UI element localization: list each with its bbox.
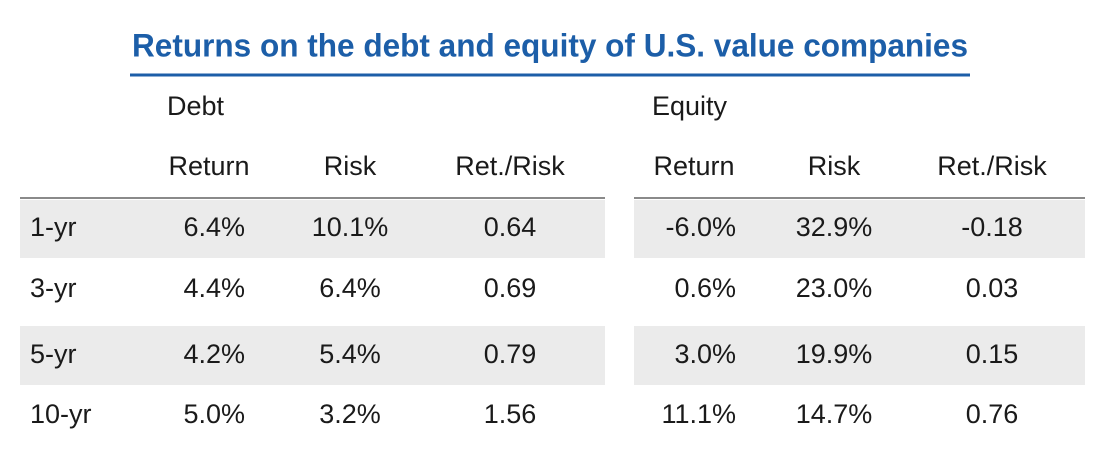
cell: 3.0%: [674, 339, 736, 369]
row-label: 5-yr: [30, 339, 77, 369]
cell: 0.64: [484, 212, 537, 242]
column-header: Ret./Risk: [937, 151, 1047, 181]
cell: 0.6%: [674, 273, 736, 303]
row-label: 1-yr: [30, 212, 77, 242]
column-header: Return: [653, 151, 734, 181]
cell: 4.4%: [183, 273, 245, 303]
cell: 0.69: [484, 273, 537, 303]
row-band: [20, 326, 605, 385]
cell: 6.4%: [319, 273, 381, 303]
cell: 3.2%: [319, 399, 381, 429]
row-label: 10-yr: [30, 399, 92, 429]
row-band: [634, 200, 1085, 258]
cell: 0.15: [966, 339, 1019, 369]
row-label: 3-yr: [30, 273, 77, 303]
row-band: [634, 326, 1085, 385]
title: Returns on the debt and equity of U.S. v…: [132, 27, 968, 63]
row-band: [20, 200, 605, 258]
group-header: Debt: [167, 91, 225, 121]
cell: 6.4%: [183, 212, 245, 242]
cell: 10.1%: [312, 212, 389, 242]
cell: 1.56: [484, 399, 537, 429]
cell: 0.03: [966, 273, 1019, 303]
cell: 0.79: [484, 339, 537, 369]
column-header: Ret./Risk: [455, 151, 565, 181]
cell: -6.0%: [665, 212, 736, 242]
cell: 23.0%: [796, 273, 873, 303]
column-header: Risk: [808, 151, 861, 181]
cell: 32.9%: [796, 212, 873, 242]
cell: 14.7%: [796, 399, 873, 429]
cell: 0.76: [966, 399, 1019, 429]
cell: 11.1%: [661, 399, 736, 429]
column-header: Risk: [324, 151, 377, 181]
cell: 5.4%: [319, 339, 381, 369]
group-header: Equity: [652, 91, 728, 121]
cell: 5.0%: [183, 399, 245, 429]
cell: 19.9%: [796, 339, 873, 369]
cell: -0.18: [961, 212, 1023, 242]
column-header: Return: [168, 151, 249, 181]
cell: 4.2%: [183, 339, 245, 369]
